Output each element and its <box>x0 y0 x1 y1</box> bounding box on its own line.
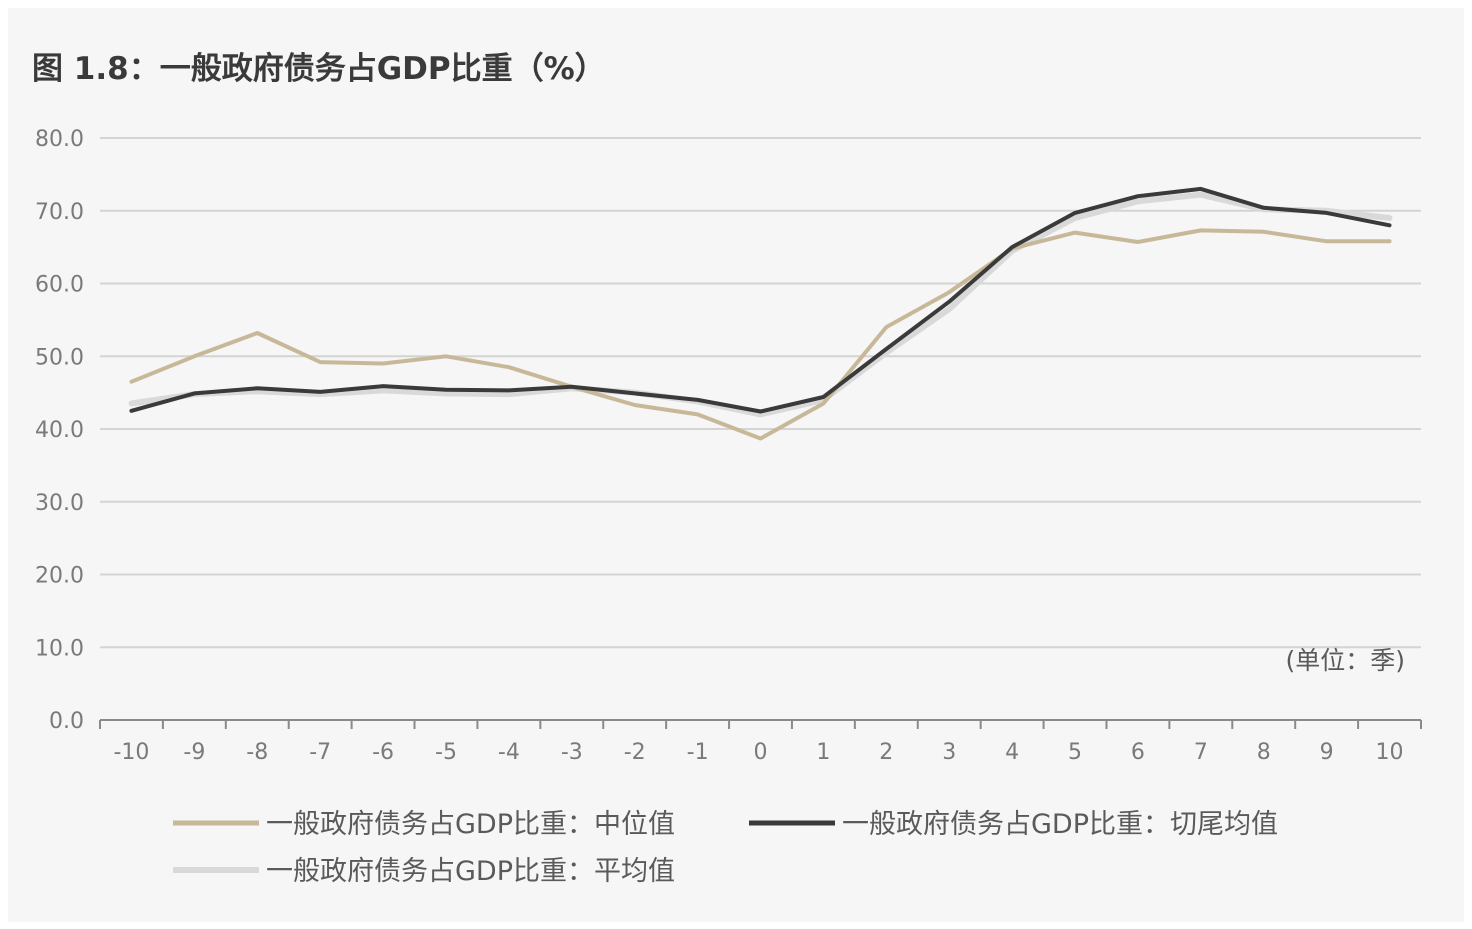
x-tick-label: 4 <box>1005 740 1019 765</box>
y-tick-label: 0.0 <box>49 709 84 734</box>
x-tick-label: -6 <box>372 740 394 765</box>
chart-panel: 图 1.8：一般政府债务占GDP比重（%） 0.0 10.0 20.0 30.0 40.… <box>8 8 1464 922</box>
x-tick-label: 7 <box>1194 740 1208 765</box>
x-tick-label: -2 <box>624 740 646 765</box>
legend-label-0: 一般政府债务占GDP比重：中位值 <box>266 809 675 840</box>
x-tick-label: -4 <box>498 740 520 765</box>
x-tick-label: -10 <box>113 740 149 765</box>
x-tick-label: -8 <box>246 740 268 765</box>
x-tick-label: 3 <box>942 740 956 765</box>
y-tick-label: 40.0 <box>35 418 84 443</box>
x-tick-label: -1 <box>687 740 709 765</box>
line-chart: 图 1.8：一般政府债务占GDP比重（%） 0.010.020.030.040.… <box>32 51 1422 887</box>
x-tick-label: 8 <box>1257 740 1271 765</box>
y-tick-label: 20.0 <box>35 564 84 589</box>
x-tick-label: 0 <box>754 740 768 765</box>
chart-title: 图 1.8：一般政府债务占GDP比重（%） <box>32 51 606 87</box>
series-line-2 <box>128 191 1393 418</box>
x-tick-label: -5 <box>435 740 457 765</box>
x-tick-label: -3 <box>561 740 583 765</box>
legend-label-1: 一般政府债务占GDP比重：切尾均值 <box>842 809 1278 840</box>
x-axis <box>99 719 1422 729</box>
y-tick-label: 70.0 <box>35 200 84 225</box>
x-tick-labels: -10 -9 -8 -7 -6 -5 -4 -3 -2 -1 0 1 2 3 4 5 6 7 8 9 10 <box>113 740 1403 765</box>
series-line-0 <box>129 228 1392 441</box>
y-axis: 0.0 10.0 20.0 30.0 40.0 50.0 60.0 70.0 80.0 <box>35 127 84 734</box>
x-tick-label: 1 <box>816 740 830 765</box>
x-tick-label: 2 <box>879 740 893 765</box>
y-tick-label: 80.0 <box>35 127 84 152</box>
x-tick-label: 5 <box>1068 740 1082 765</box>
legend: 一般政府债务占GDP比重：中位值 一般政府债务占GDP比重：切尾均值一般政府债务占… <box>173 809 1278 887</box>
x-tick-label: 9 <box>1320 740 1334 765</box>
x-tick-label: 6 <box>1131 740 1145 765</box>
y-tick-label: 50.0 <box>35 345 84 370</box>
legend-label-2: 一般政府债务占GDP比重：平均值 <box>266 856 675 887</box>
x-tick-label: -9 <box>183 740 205 765</box>
x-tick-label: 10 <box>1376 740 1404 765</box>
unit-note: (单位：季) <box>1285 646 1405 675</box>
series-lines <box>128 186 1393 441</box>
series-line-1 <box>129 186 1392 414</box>
y-tick-label: 30.0 <box>35 491 84 516</box>
y-tick-label: 10.0 <box>35 636 84 661</box>
x-tick-label: -7 <box>309 740 331 765</box>
y-tick-label: 60.0 <box>35 273 84 298</box>
grid-layer <box>100 137 1421 649</box>
